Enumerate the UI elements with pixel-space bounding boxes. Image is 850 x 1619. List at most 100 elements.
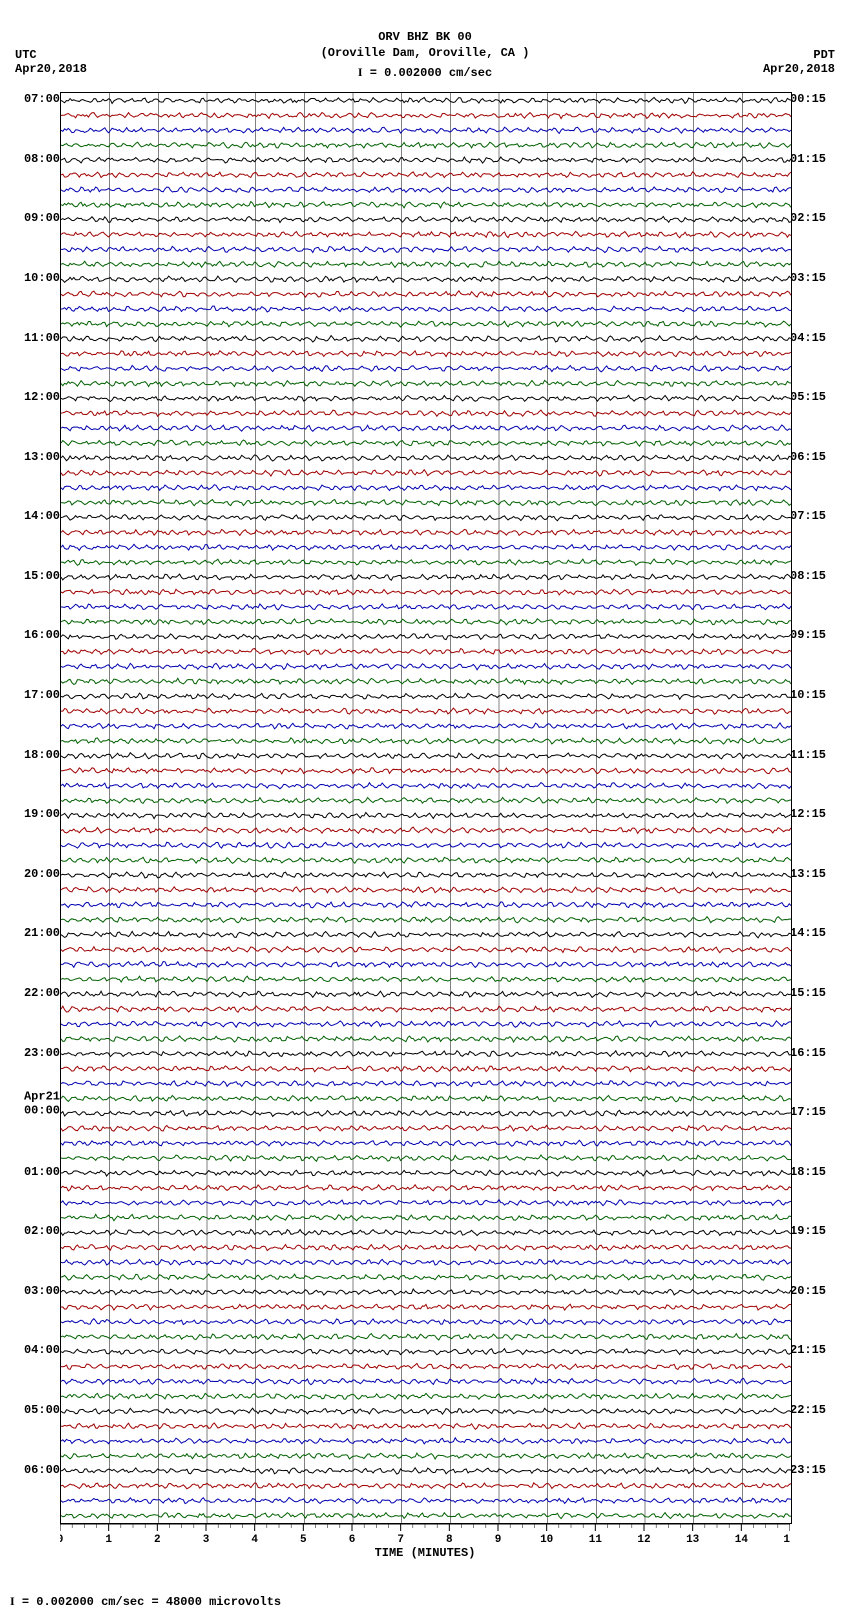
time-label: 14:15 [790, 926, 848, 940]
seismic-trace [61, 946, 791, 952]
seismic-trace [61, 872, 791, 878]
footer-bar-icon: I [10, 1594, 15, 1608]
time-label: 15:15 [790, 986, 848, 1000]
seismic-trace [61, 961, 791, 967]
footer-text: = 0.002000 cm/sec = 48000 microvolts [22, 1595, 281, 1609]
seismic-trace [61, 1125, 791, 1131]
seismic-trace [61, 1438, 791, 1444]
seismic-trace [61, 1453, 791, 1459]
time-label: 10:00 [2, 271, 60, 285]
seismic-trace [61, 1051, 791, 1057]
seismic-trace [61, 931, 791, 937]
time-label: 17:00 [2, 688, 60, 702]
seismic-trace [61, 812, 791, 818]
seismic-trace [61, 321, 791, 327]
time-label: 01:15 [790, 152, 848, 166]
seismic-trace [61, 1512, 791, 1518]
seismic-trace [61, 1244, 791, 1250]
seismic-trace [61, 529, 791, 535]
seismic-trace [61, 559, 791, 565]
seismic-trace [61, 1259, 791, 1265]
seismic-trace [61, 1095, 791, 1101]
seismic-trace [61, 395, 791, 401]
scale-line: I = 0.002000 cm/sec [0, 65, 850, 82]
seismic-trace [61, 1080, 791, 1086]
seismic-trace [61, 1155, 791, 1161]
seismic-trace [61, 1468, 791, 1474]
time-label: 12:00 [2, 390, 60, 404]
seismic-trace [61, 484, 791, 490]
time-label: 02:00 [2, 1224, 60, 1238]
seismic-trace [61, 887, 791, 893]
utc-date-label: UTC Apr20,2018 [15, 48, 87, 76]
seismic-trace [61, 246, 791, 252]
seismic-trace [61, 231, 791, 237]
station-line: ORV BHZ BK 00 [0, 30, 850, 46]
helicorder-page: UTC Apr20,2018 PDT Apr20,2018 ORV BHZ BK… [0, 0, 850, 1609]
time-label: 08:15 [790, 569, 848, 583]
svg-text:4: 4 [251, 1534, 258, 1544]
right-date: Apr20,2018 [763, 62, 835, 76]
seismic-trace [61, 306, 791, 312]
seismic-trace [61, 782, 791, 788]
seismic-trace [61, 1021, 791, 1027]
seismic-trace [61, 187, 791, 193]
x-axis-ticks: 0123456789101112131415 [60, 1524, 790, 1544]
time-label: 13:00 [2, 450, 60, 464]
seismic-trace [61, 916, 791, 922]
header: ORV BHZ BK 00 (Oroville Dam, Oroville, C… [0, 0, 850, 82]
time-label: 04:00 [2, 1343, 60, 1357]
seismic-trace [61, 127, 791, 133]
svg-text:1: 1 [105, 1534, 112, 1544]
seismic-trace [61, 335, 791, 341]
seismic-trace [61, 1289, 791, 1295]
seismic-trace [61, 678, 791, 684]
left-time-labels: 07:0008:0009:0010:0011:0012:0013:0014:00… [2, 92, 60, 1522]
seismic-trace [61, 261, 791, 267]
svg-text:9: 9 [495, 1534, 502, 1544]
time-label: 20:00 [2, 867, 60, 881]
seismic-trace [61, 902, 791, 908]
time-label: 09:00 [2, 211, 60, 225]
time-label: 03:00 [2, 1284, 60, 1298]
svg-text:5: 5 [300, 1534, 307, 1544]
time-label: 20:15 [790, 1284, 848, 1298]
svg-text:11: 11 [589, 1534, 603, 1544]
time-label: 08:00 [2, 152, 60, 166]
x-axis: 0123456789101112131415 TIME (MINUTES) [60, 1524, 790, 1564]
svg-text:15: 15 [783, 1534, 790, 1544]
seismic-trace [61, 514, 791, 520]
seismic-trace [61, 157, 791, 163]
seismic-trace [61, 1483, 791, 1489]
right-tz: PDT [763, 48, 835, 62]
seismic-trace [61, 574, 791, 580]
seismic-trace [61, 857, 791, 863]
time-label: 17:15 [790, 1105, 848, 1119]
seismic-trace [61, 1423, 791, 1429]
time-label: 06:15 [790, 450, 848, 464]
scale-label: = 0.002000 cm/sec [370, 66, 492, 80]
seismic-trace [61, 172, 791, 178]
svg-text:6: 6 [349, 1534, 356, 1544]
svg-text:2: 2 [154, 1534, 161, 1544]
seismic-trace [61, 618, 791, 624]
seismic-trace [61, 499, 791, 505]
seismic-trace [61, 1363, 791, 1369]
time-label: 12:15 [790, 807, 848, 821]
seismic-trace [61, 351, 791, 357]
time-label: 23:15 [790, 1463, 848, 1477]
time-label: 22:15 [790, 1403, 848, 1417]
time-label: 21:00 [2, 926, 60, 940]
seismic-trace [61, 1170, 791, 1176]
seismic-trace [61, 1036, 791, 1042]
seismic-trace [61, 380, 791, 386]
time-label: Apr2100:00 [2, 1090, 60, 1118]
scale-bar-icon: I [358, 65, 363, 79]
seismic-trace [61, 291, 791, 297]
seismic-trace [61, 604, 791, 610]
seismic-trace [61, 708, 791, 714]
seismic-trace [61, 738, 791, 744]
time-label: 19:15 [790, 1224, 848, 1238]
seismic-trace [61, 1318, 791, 1324]
time-label: 03:15 [790, 271, 848, 285]
